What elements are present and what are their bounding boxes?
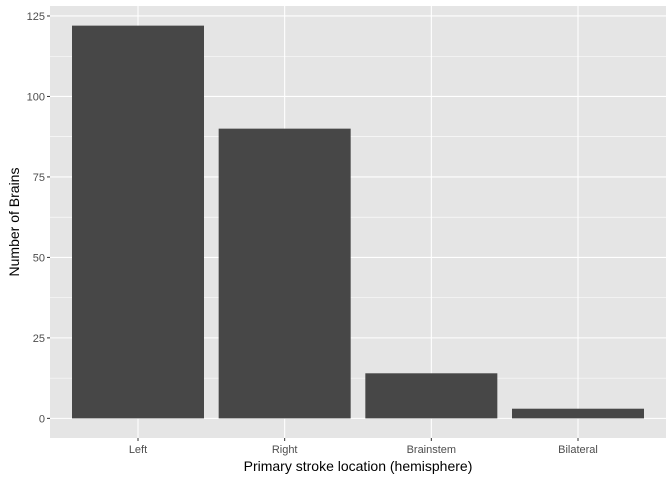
bar-right xyxy=(218,128,351,419)
bar-left xyxy=(72,25,204,419)
y-tick-label: 75 xyxy=(33,172,45,184)
y-axis: 0 25 50 75 100 125 xyxy=(27,11,50,425)
bar-bilateral xyxy=(512,408,644,419)
y-tick-label: 125 xyxy=(27,11,45,23)
x-axis-title: Primary stroke location (hemisphere) xyxy=(244,458,473,474)
bar-brainstem xyxy=(365,373,498,419)
x-tick-label: Left xyxy=(129,444,147,456)
y-tick-label: 50 xyxy=(33,252,45,264)
y-axis-title: Number of Brains xyxy=(6,168,22,277)
x-tick-label: Right xyxy=(272,444,298,456)
y-tick-label: 0 xyxy=(39,413,45,425)
x-tick-label: Bilateral xyxy=(558,444,598,456)
x-tick-label: Brainstem xyxy=(407,444,457,456)
x-axis: Left Right Brainstem Bilateral xyxy=(129,438,598,456)
y-tick-label: 25 xyxy=(33,333,45,345)
y-tick-label: 100 xyxy=(27,91,45,103)
bars xyxy=(72,25,644,419)
